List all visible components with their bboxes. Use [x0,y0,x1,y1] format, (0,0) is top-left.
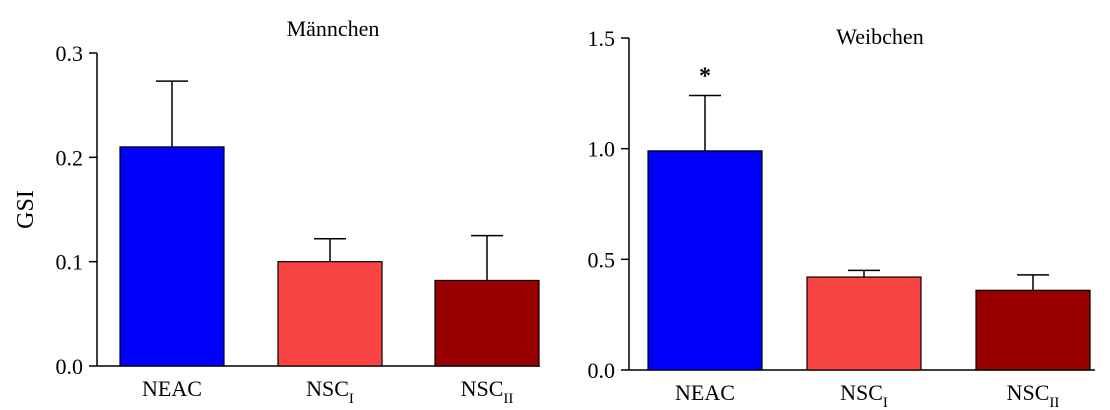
significance-marker: * [699,64,711,90]
y-tick-label: 0.0 [56,354,84,379]
x-tick-label: NEAC [675,380,735,405]
y-tick-label: 0.5 [588,247,616,272]
bar-nscii [975,289,1091,371]
x-tick-label: NSCII [461,376,514,407]
bar-neac [119,146,225,367]
y-tick-label: 0.0 [588,358,616,383]
x-tick-label: NSCII [1007,380,1060,410]
y-tick-label: 1.0 [588,137,616,162]
bar-neac [647,150,763,371]
chart-panel-1: Männchen GSI 0.0 0.1 0.2 0.3 NEAC NSCI NSCII [13,16,540,407]
y-tick-label: 0.3 [56,41,84,66]
bar-nsci [806,276,922,371]
y-tick-label: 0.1 [56,250,84,275]
bar-nsci [277,261,383,367]
x-tick-label: NSCI [306,376,354,407]
x-tick-label: NSCI [840,380,888,410]
x-tick-label: NEAC [142,376,202,401]
y-tick-label: 1.5 [588,26,616,51]
chart-title: Weibchen [836,24,923,49]
chart-title: Männchen [287,16,380,41]
y-axis-label: GSI [13,190,39,229]
bar-nscii [434,279,540,367]
y-tick-label: 0.2 [56,145,84,170]
chart-panel-2: Weibchen 0.0 0.5 1.0 1.5 NEAC NSCI NSCII * [588,24,1095,410]
